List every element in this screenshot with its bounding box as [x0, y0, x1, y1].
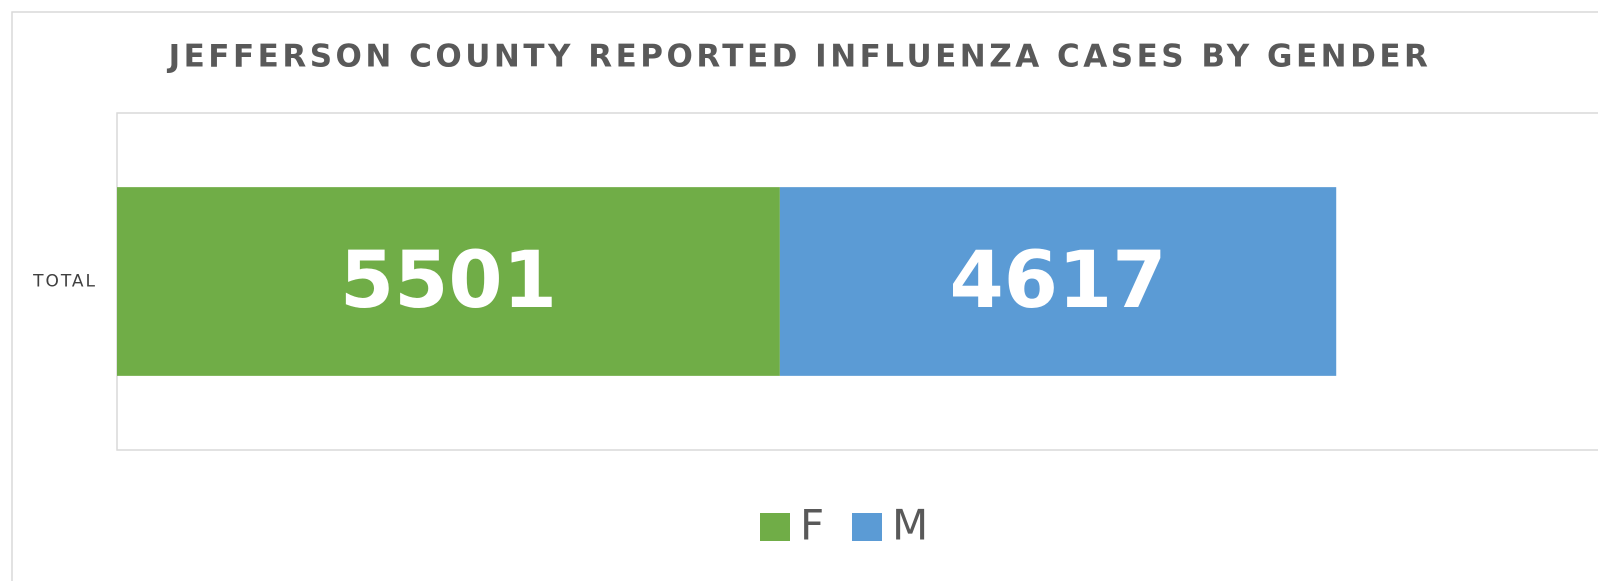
data-label: 4617: [949, 236, 1166, 326]
chart-title: JEFFERSON COUNTY REPORTED INFLUENZA CASE…: [167, 39, 1432, 75]
legend-label: F: [800, 501, 824, 550]
legend-swatch: [852, 513, 882, 541]
legend-label: M: [892, 501, 928, 550]
legend-swatch: [760, 513, 790, 541]
y-tick-label: TOTAL: [32, 272, 97, 292]
data-label: 5501: [340, 236, 557, 326]
bar-segment: [779, 187, 1337, 376]
bar-segment: [117, 187, 780, 376]
